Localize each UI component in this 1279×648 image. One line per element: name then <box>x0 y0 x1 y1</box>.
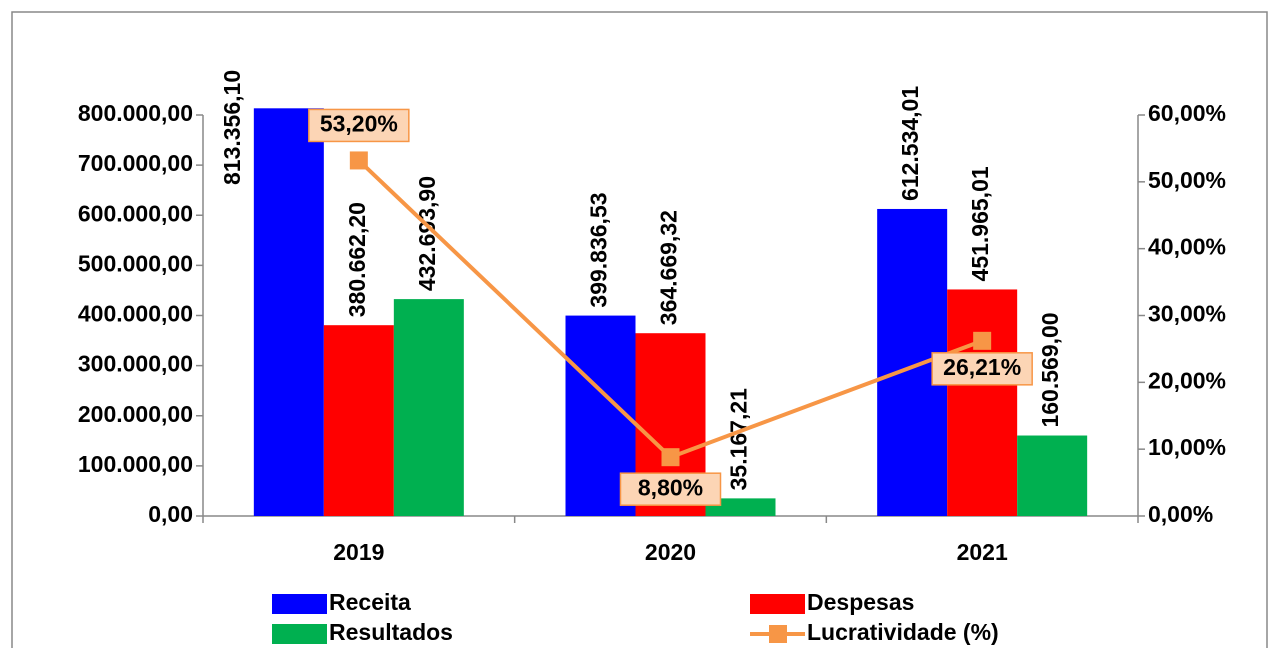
bar <box>253 108 324 517</box>
data-label: 364.669,32 <box>656 210 682 325</box>
y-tick-label: 700.000,00 <box>78 150 193 176</box>
bar <box>323 325 394 516</box>
chart-frame <box>11 11 1268 648</box>
y2-tick-label: 20,00% <box>1148 367 1226 393</box>
data-label: 26,21% <box>943 354 1021 380</box>
data-label: 813.356,10 <box>219 70 245 185</box>
line-marker <box>973 331 992 350</box>
data-label: 451.965,01 <box>967 166 993 281</box>
line-marker <box>349 151 368 170</box>
y2-tick-label: 40,00% <box>1148 234 1226 260</box>
data-label: 35.167,21 <box>726 388 752 491</box>
bar <box>393 299 464 516</box>
y-tick-label: 200.000,00 <box>78 401 193 427</box>
data-label-box <box>619 472 722 506</box>
legend-label: Lucratividade (%) <box>807 619 999 645</box>
x-tick-label: 2021 <box>957 539 1008 565</box>
legend-swatch <box>272 624 327 644</box>
data-label: 399.836,53 <box>586 192 612 307</box>
y2-tick-label: 0,00% <box>1148 501 1213 527</box>
y2-tick-label: 30,00% <box>1148 301 1226 327</box>
y-tick-label: 400.000,00 <box>78 301 193 327</box>
y-tick-label: 500.000,00 <box>78 250 193 276</box>
legend-label: Despesas <box>807 589 914 615</box>
x-tick-label: 2020 <box>645 539 696 565</box>
legend-swatch <box>769 625 787 643</box>
y2-tick-label: 10,00% <box>1148 434 1226 460</box>
data-label: 8,80% <box>638 474 703 500</box>
y-tick-label: 600.000,00 <box>78 200 193 226</box>
y2-tick-label: 60,00% <box>1148 100 1226 126</box>
bar <box>705 498 776 516</box>
data-label: 380.662,20 <box>344 202 370 317</box>
y-tick-label: 0,00 <box>148 501 193 527</box>
data-label: 53,20% <box>320 111 398 137</box>
x-tick-label: 2019 <box>333 539 384 565</box>
y-tick-label: 100.000,00 <box>78 451 193 477</box>
data-label-box <box>931 352 1033 386</box>
legend-label: Resultados <box>329 619 453 645</box>
y-tick-label: 800.000,00 <box>78 100 193 126</box>
bar <box>1017 435 1088 516</box>
y-tick-label: 300.000,00 <box>78 351 193 377</box>
data-label: 612.534,01 <box>897 86 923 201</box>
y2-tick-label: 50,00% <box>1148 167 1226 193</box>
legend-label: Receita <box>329 589 411 615</box>
legend-swatch <box>272 594 327 614</box>
bar <box>947 289 1018 516</box>
data-label-box <box>308 108 410 143</box>
line-marker <box>661 448 680 467</box>
legend-swatch <box>750 594 805 614</box>
data-label: 160.569,00 <box>1037 312 1063 427</box>
